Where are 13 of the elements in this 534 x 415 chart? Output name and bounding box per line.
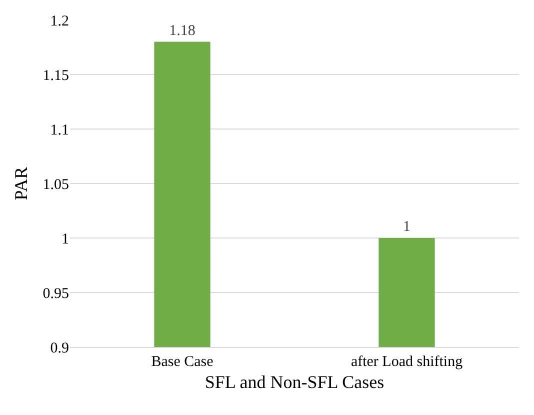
y-tick-label: 0.95 <box>42 286 69 302</box>
data-label: 1.18 <box>169 22 196 39</box>
x-tick-label: Base Case <box>151 354 214 370</box>
data-label: 1 <box>403 219 410 235</box>
y-tick-label: 0.9 <box>50 340 69 356</box>
y-axis-title: PAR <box>10 166 31 200</box>
y-tick-label: 1.1 <box>50 122 69 138</box>
x-axis-title: SFL and Non-SFL Cases <box>204 372 384 392</box>
y-tick-label: 1 <box>62 231 69 248</box>
y-tick-label: 1.2 <box>50 13 69 30</box>
y-tick-label: 1.15 <box>42 68 69 84</box>
x-tick-label: after Load shifting <box>350 354 464 370</box>
y-tick-label: 1.05 <box>42 176 69 193</box>
